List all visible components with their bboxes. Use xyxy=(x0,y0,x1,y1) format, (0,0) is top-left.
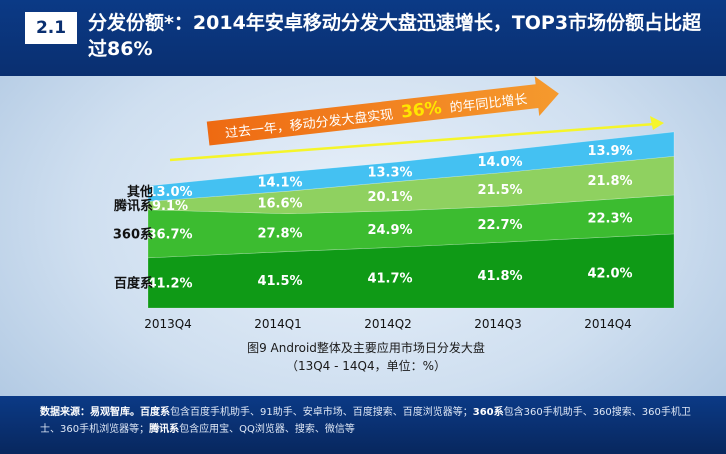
series-name-baidu: 百度系 xyxy=(114,275,153,291)
stacked-area-chart: 过去一年，移动分发大盘实现 36% 的年同比增长 41.2% 41.5% 41.7%… xyxy=(113,76,675,373)
callout-arrow-shape xyxy=(206,76,559,146)
growth-callout: 过去一年，移动分发大盘实现 36% 的年同比增长 xyxy=(206,76,559,146)
data-label-baidu-2: 41.7% xyxy=(367,272,412,287)
source-label: 数据来源：易观智库。 xyxy=(40,407,140,418)
source-baidu-desc: 包含百度手机助手、91助手、安卓市场、百度搜索、百度浏览器等； xyxy=(170,407,473,418)
data-label-360-2: 24.9% xyxy=(367,223,412,238)
x-tick-2013Q4: 2013Q4 xyxy=(144,317,192,331)
data-label-tencent-0: 9.1% xyxy=(152,199,188,214)
data-label-baidu-1: 41.5% xyxy=(257,274,302,289)
data-label-360-1: 27.8% xyxy=(257,227,302,242)
header-bar: 2.1 分发份额*：2014年安卓移动分发大盘迅速增长，TOP3市场份额占比超过… xyxy=(0,0,726,76)
data-label-baidu-4: 42.0% xyxy=(587,266,632,281)
x-tick-2014Q4: 2014Q4 xyxy=(584,317,632,331)
section-number: 2.1 xyxy=(25,12,77,44)
x-tick-2014Q3: 2014Q3 xyxy=(474,317,522,331)
x-tick-2014Q2: 2014Q2 xyxy=(364,317,412,331)
page-title: 分发份额*：2014年安卓移动分发大盘迅速增长，TOP3市场份额占比超过86% xyxy=(88,12,702,60)
trend-line xyxy=(169,122,656,162)
source-360-name: 360系 xyxy=(472,407,504,418)
chart-caption: 图9 Android整体及主要应用市场日分发大盘 xyxy=(247,340,485,355)
data-label-tencent-4: 21.8% xyxy=(587,174,632,189)
series-name-tencent: 腾讯系 xyxy=(113,198,153,214)
source-tencent-desc: 包含应用宝、QQ浏览器、搜索、微信等 xyxy=(179,424,355,435)
data-label-baidu-3: 41.8% xyxy=(477,269,522,284)
area-series-other xyxy=(147,131,675,202)
data-label-360-3: 22.7% xyxy=(477,218,522,233)
data-label-other-2: 13.3% xyxy=(367,166,412,181)
x-tick-2014Q1: 2014Q1 xyxy=(254,317,302,331)
chart-subcaption: （13Q4 - 14Q4，单位：%） xyxy=(286,358,446,373)
data-source-note: 数据来源：易观智库。百度系包含百度手机助手、91助手、安卓市场、百度搜索、百度浏… xyxy=(0,396,726,454)
data-label-tencent-3: 21.5% xyxy=(477,183,522,198)
data-label-other-4: 13.9% xyxy=(587,144,632,159)
data-label-other-1: 14.1% xyxy=(257,176,302,191)
data-label-360-4: 22.3% xyxy=(587,212,632,227)
series-name-360: 360系 xyxy=(113,227,153,243)
trend-arrowhead xyxy=(650,116,664,130)
data-label-tencent-1: 16.6% xyxy=(257,196,302,211)
data-label-360-0: 36.7% xyxy=(147,228,192,243)
data-label-tencent-2: 20.1% xyxy=(367,190,412,205)
source-360-desc: 包含360手机助手、360搜索、360手机卫士、360手机浏览器等； xyxy=(40,407,691,435)
series-name-other: 其他 xyxy=(127,184,153,200)
callout-highlight: 36% xyxy=(400,98,443,122)
source-tencent-name: 腾讯系 xyxy=(149,424,180,435)
data-label-baidu-0: 41.2% xyxy=(147,276,192,291)
data-label-other-3: 14.0% xyxy=(477,155,522,170)
data-label-other-0: 13.0% xyxy=(147,185,192,200)
source-baidu-name: 百度系 xyxy=(140,407,170,418)
